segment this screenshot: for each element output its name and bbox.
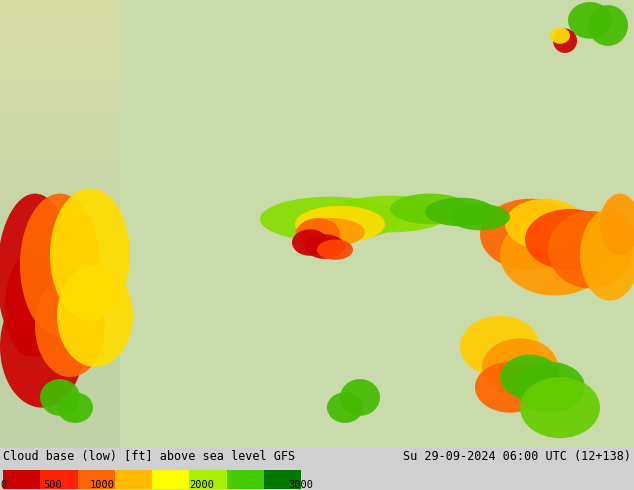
Ellipse shape — [295, 218, 365, 246]
Ellipse shape — [568, 2, 612, 39]
Ellipse shape — [35, 275, 105, 377]
Ellipse shape — [553, 28, 577, 53]
Ellipse shape — [305, 234, 345, 259]
Text: Cloud base (low) [ft] above sea level GFS: Cloud base (low) [ft] above sea level GF… — [3, 450, 295, 464]
Ellipse shape — [0, 285, 84, 408]
Ellipse shape — [330, 196, 450, 232]
Ellipse shape — [317, 240, 353, 260]
Ellipse shape — [548, 211, 632, 289]
Ellipse shape — [475, 362, 545, 413]
Bar — [152, 470, 190, 489]
Ellipse shape — [425, 197, 495, 226]
Text: 0: 0 — [0, 480, 6, 490]
Ellipse shape — [5, 255, 55, 357]
Ellipse shape — [340, 379, 380, 416]
Ellipse shape — [588, 5, 628, 46]
Bar — [227, 470, 264, 489]
Bar — [115, 470, 152, 489]
Ellipse shape — [500, 214, 610, 295]
Text: 3000: 3000 — [288, 480, 314, 490]
Text: Su 29-09-2024 06:00 UTC (12+138): Su 29-09-2024 06:00 UTC (12+138) — [403, 450, 631, 464]
Ellipse shape — [292, 229, 328, 256]
Ellipse shape — [296, 218, 340, 251]
Ellipse shape — [450, 204, 510, 230]
Ellipse shape — [20, 194, 100, 336]
Ellipse shape — [460, 316, 540, 377]
Text: 1000: 1000 — [90, 480, 115, 490]
Bar — [190, 470, 226, 489]
Text: 2000: 2000 — [190, 480, 214, 490]
Ellipse shape — [390, 194, 470, 224]
Bar — [3, 470, 41, 489]
Bar — [264, 470, 301, 489]
Ellipse shape — [57, 392, 93, 423]
Ellipse shape — [580, 209, 634, 300]
Bar — [41, 470, 77, 489]
Ellipse shape — [260, 196, 400, 242]
Ellipse shape — [0, 194, 73, 357]
Ellipse shape — [295, 206, 385, 243]
Ellipse shape — [525, 209, 615, 270]
Ellipse shape — [57, 265, 133, 367]
Ellipse shape — [550, 27, 570, 44]
Ellipse shape — [600, 194, 634, 255]
Ellipse shape — [327, 392, 363, 423]
Ellipse shape — [50, 189, 130, 321]
Ellipse shape — [520, 377, 600, 438]
Ellipse shape — [515, 362, 585, 413]
Bar — [77, 470, 115, 489]
Ellipse shape — [40, 379, 80, 416]
Ellipse shape — [505, 199, 585, 249]
Ellipse shape — [480, 199, 580, 270]
Text: 500: 500 — [44, 480, 62, 490]
Ellipse shape — [482, 338, 558, 395]
Ellipse shape — [500, 355, 560, 399]
